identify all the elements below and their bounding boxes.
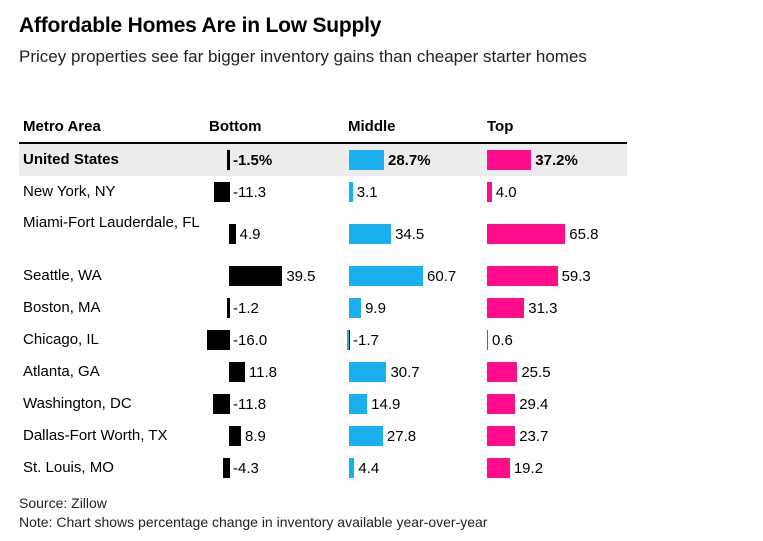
column-header-middle: Middle bbox=[348, 118, 396, 135]
bottom-zero-line bbox=[229, 150, 230, 170]
table-row: Atlanta, GA 11.8 30.7 25.5 bbox=[19, 356, 627, 388]
bottom-value-label: 8.9 bbox=[245, 428, 266, 445]
middle-value-label: -1.7 bbox=[353, 332, 379, 349]
metro-area-label: St. Louis, MO bbox=[23, 459, 114, 476]
top-bar bbox=[487, 394, 516, 414]
top-value-label: 59.3 bbox=[561, 268, 591, 285]
metro-area-label: Chicago, IL bbox=[23, 331, 99, 348]
middle-bar bbox=[346, 330, 349, 350]
metro-area-label: United States bbox=[23, 151, 119, 168]
column-header-metro-area: Metro Area bbox=[23, 118, 101, 135]
table-row: Seattle, WA 39.5 60.7 59.3 bbox=[19, 260, 627, 292]
bottom-zero-line bbox=[229, 182, 230, 202]
bottom-value-label: 4.9 bbox=[239, 226, 261, 243]
top-bar bbox=[487, 298, 525, 318]
bottom-zero-line bbox=[229, 394, 230, 414]
table-row: St. Louis, MO -4.3 4.4 19.2 bbox=[19, 452, 627, 484]
table-row: New York, NY -11.3 3.1 4.0 bbox=[19, 176, 627, 208]
bottom-value-label: -4.3 bbox=[233, 460, 259, 477]
top-value-label: 0.6 bbox=[492, 332, 513, 349]
bottom-bar bbox=[227, 298, 229, 318]
chart-table-body: United States -1.5% 28.7% 37.2% New York, NY… bbox=[19, 144, 627, 484]
bottom-bar bbox=[207, 330, 229, 350]
top-value-label: 25.5 bbox=[521, 364, 551, 381]
table-row: Dallas-Fort Worth, TX 8.9 27.8 23.7 bbox=[19, 420, 627, 452]
middle-value-label: 9.9 bbox=[365, 300, 386, 317]
middle-value-label: 28.7% bbox=[388, 152, 431, 169]
bottom-bar bbox=[213, 394, 229, 414]
column-header-top: Top bbox=[487, 118, 514, 135]
bottom-zero-line bbox=[229, 330, 230, 350]
header-divider bbox=[19, 142, 627, 144]
column-header-bottom: Bottom bbox=[209, 118, 262, 135]
chart-title: Affordable Homes Are in Low Supply bbox=[19, 14, 382, 37]
bottom-value-label: 11.8 bbox=[248, 364, 278, 381]
metro-area-label: Atlanta, GA bbox=[23, 363, 100, 380]
bottom-bar bbox=[229, 426, 241, 446]
bottom-value-label: 39.5 bbox=[286, 268, 316, 285]
middle-bar bbox=[349, 224, 392, 244]
top-value-label: 37.2% bbox=[535, 152, 578, 169]
middle-bar bbox=[349, 150, 384, 170]
middle-bar bbox=[349, 426, 383, 446]
bottom-bar bbox=[229, 224, 236, 244]
bottom-bar bbox=[226, 150, 229, 170]
middle-value-label: 14.9 bbox=[371, 396, 401, 413]
middle-bar bbox=[349, 458, 355, 478]
source-note: Source: Zillow bbox=[19, 495, 107, 511]
top-value-label: 29.4 bbox=[519, 396, 549, 413]
middle-bar bbox=[349, 182, 353, 202]
middle-value-label: 3.1 bbox=[356, 184, 378, 201]
middle-zero-line bbox=[349, 330, 350, 350]
chart-subtitle: Pricey properties see far bigger invento… bbox=[19, 47, 587, 66]
bottom-zero-line bbox=[229, 458, 230, 478]
top-bar bbox=[487, 362, 518, 382]
table-row: United States -1.5% 28.7% 37.2% bbox=[19, 144, 627, 176]
middle-value-label: 4.4 bbox=[358, 460, 380, 477]
middle-value-label: 60.7 bbox=[427, 268, 457, 285]
top-value-label: 4.0 bbox=[495, 184, 517, 201]
bottom-value-label: -11.8 bbox=[233, 396, 267, 413]
table-header: Metro Area Bottom Middle Top bbox=[19, 108, 627, 142]
middle-bar bbox=[349, 266, 424, 286]
metro-area-label: Washington, DC bbox=[23, 395, 132, 412]
bottom-value-label: -16.0 bbox=[233, 332, 268, 349]
top-value-label: 65.8 bbox=[569, 226, 599, 243]
metro-area-label: Boston, MA bbox=[23, 299, 101, 316]
top-bar bbox=[487, 266, 558, 286]
middle-bar bbox=[349, 298, 362, 318]
bottom-bar bbox=[223, 458, 229, 478]
bottom-value-label: -1.2 bbox=[233, 300, 259, 317]
bottom-value-label: -1.5% bbox=[233, 152, 273, 169]
table-row: Washington, DC -11.8 14.9 29.4 bbox=[19, 388, 627, 420]
top-bar bbox=[487, 224, 566, 244]
top-value-label: 23.7 bbox=[519, 428, 549, 445]
top-bar bbox=[487, 150, 532, 170]
bottom-zero-line bbox=[229, 298, 230, 318]
middle-bar bbox=[349, 394, 368, 414]
bottom-bar bbox=[229, 266, 283, 286]
top-value-label: 31.3 bbox=[528, 300, 558, 317]
metro-area-label: Seattle, WA bbox=[23, 267, 102, 284]
top-bar bbox=[487, 458, 510, 478]
metro-area-label: New York, NY bbox=[23, 183, 116, 200]
metro-area-label: Dallas-Fort Worth, TX bbox=[23, 427, 168, 444]
bottom-value-label: -11.3 bbox=[233, 184, 267, 201]
top-bar bbox=[487, 330, 488, 350]
top-value-label: 19.2 bbox=[513, 460, 544, 477]
table-row: Chicago, IL -16.0 -1.7 0.6 bbox=[19, 324, 627, 356]
middle-value-label: 27.8 bbox=[386, 428, 417, 445]
footnote: Note: Chart shows percentage change in i… bbox=[19, 514, 488, 530]
top-bar bbox=[487, 426, 516, 446]
metro-area-label: Miami-Fort Lauderdale, FL bbox=[23, 214, 200, 231]
top-bar bbox=[487, 182, 492, 202]
table-row: Boston, MA -1.2 9.9 31.3 bbox=[19, 292, 627, 324]
middle-value-label: 30.7 bbox=[390, 364, 420, 381]
bottom-bar bbox=[213, 182, 229, 202]
bottom-bar bbox=[229, 362, 245, 382]
table-row: Miami-Fort Lauderdale, FL 4.9 34.5 65.8 bbox=[19, 208, 627, 260]
middle-value-label: 34.5 bbox=[395, 226, 425, 243]
middle-bar bbox=[349, 362, 387, 382]
